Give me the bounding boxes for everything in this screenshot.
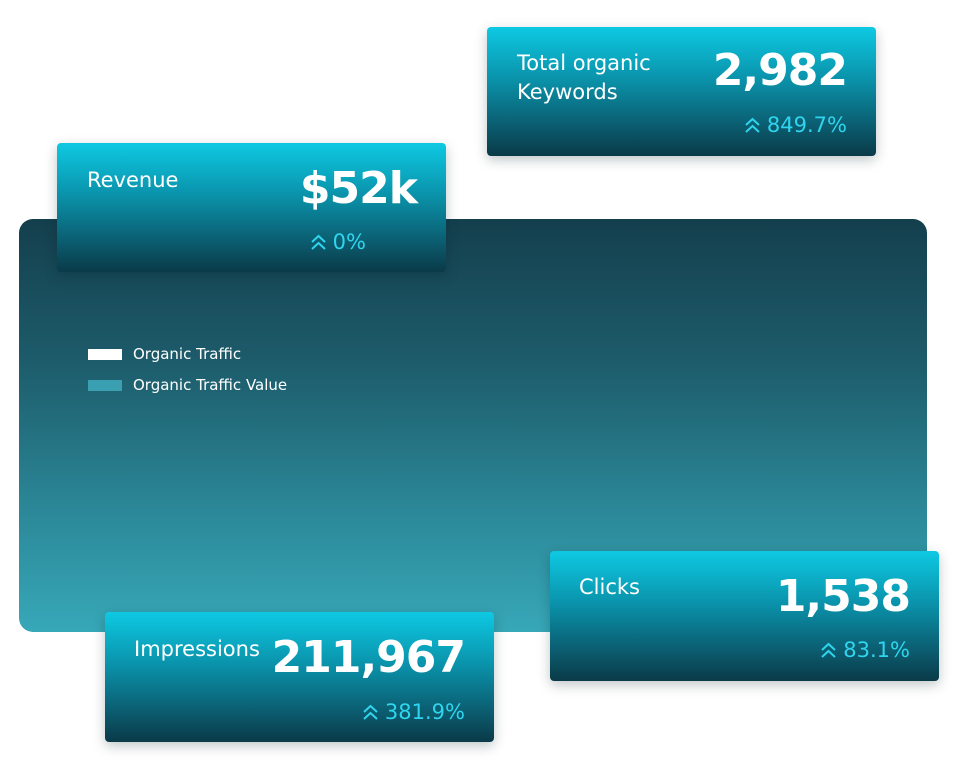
keywords-card-change: 849.7% <box>744 113 847 137</box>
double-chevron-up-icon <box>821 642 836 658</box>
impressions-card-value: 211,967 <box>271 632 466 683</box>
double-chevron-up-icon <box>745 117 760 133</box>
impressions-card-change: 381.9% <box>362 700 465 724</box>
legend-item-organic-traffic-value[interactable]: Organic Traffic Value <box>88 374 287 396</box>
impressions-card-change-value: 381.9% <box>384 700 465 724</box>
clicks-card-change: 83.1% <box>820 638 910 662</box>
revenue-card-value: $52k <box>299 163 418 214</box>
legend-item-organic-traffic[interactable]: Organic Traffic <box>88 343 287 365</box>
double-chevron-up-icon <box>363 704 378 720</box>
keywords-card-change-value: 849.7% <box>766 113 847 137</box>
legend-label-organic-traffic-value: Organic Traffic Value <box>133 376 288 394</box>
double-chevron-up-icon <box>310 234 326 250</box>
revenue-card-title: Revenue <box>87 168 179 192</box>
clicks-card: Clicks 1,538 83.1% <box>550 551 939 681</box>
keywords-card: Total organic Keywords 2,982 849.7% <box>487 27 876 156</box>
legend-swatch-organic-traffic <box>88 348 122 360</box>
clicks-card-title: Clicks <box>579 575 640 599</box>
revenue-card: Revenue $52k 0% <box>57 143 446 272</box>
impressions-card: Impressions 211,967 381.9% <box>105 612 494 742</box>
legend-label-organic-traffic: Organic Traffic <box>133 345 242 363</box>
clicks-card-change-value: 83.1% <box>843 638 910 662</box>
keywords-card-title: Total organic Keywords <box>517 51 651 104</box>
impressions-card-title: Impressions <box>134 637 260 661</box>
clicks-card-value: 1,538 <box>775 571 911 622</box>
keywords-card-value: 2,982 <box>712 45 848 96</box>
legend-swatch-organic-traffic-value <box>88 379 122 391</box>
revenue-card-change: 0% <box>310 230 366 254</box>
chart-legend: Organic Traffic Organic Traffic Value <box>88 343 287 405</box>
revenue-card-change-value: 0% <box>332 230 366 254</box>
